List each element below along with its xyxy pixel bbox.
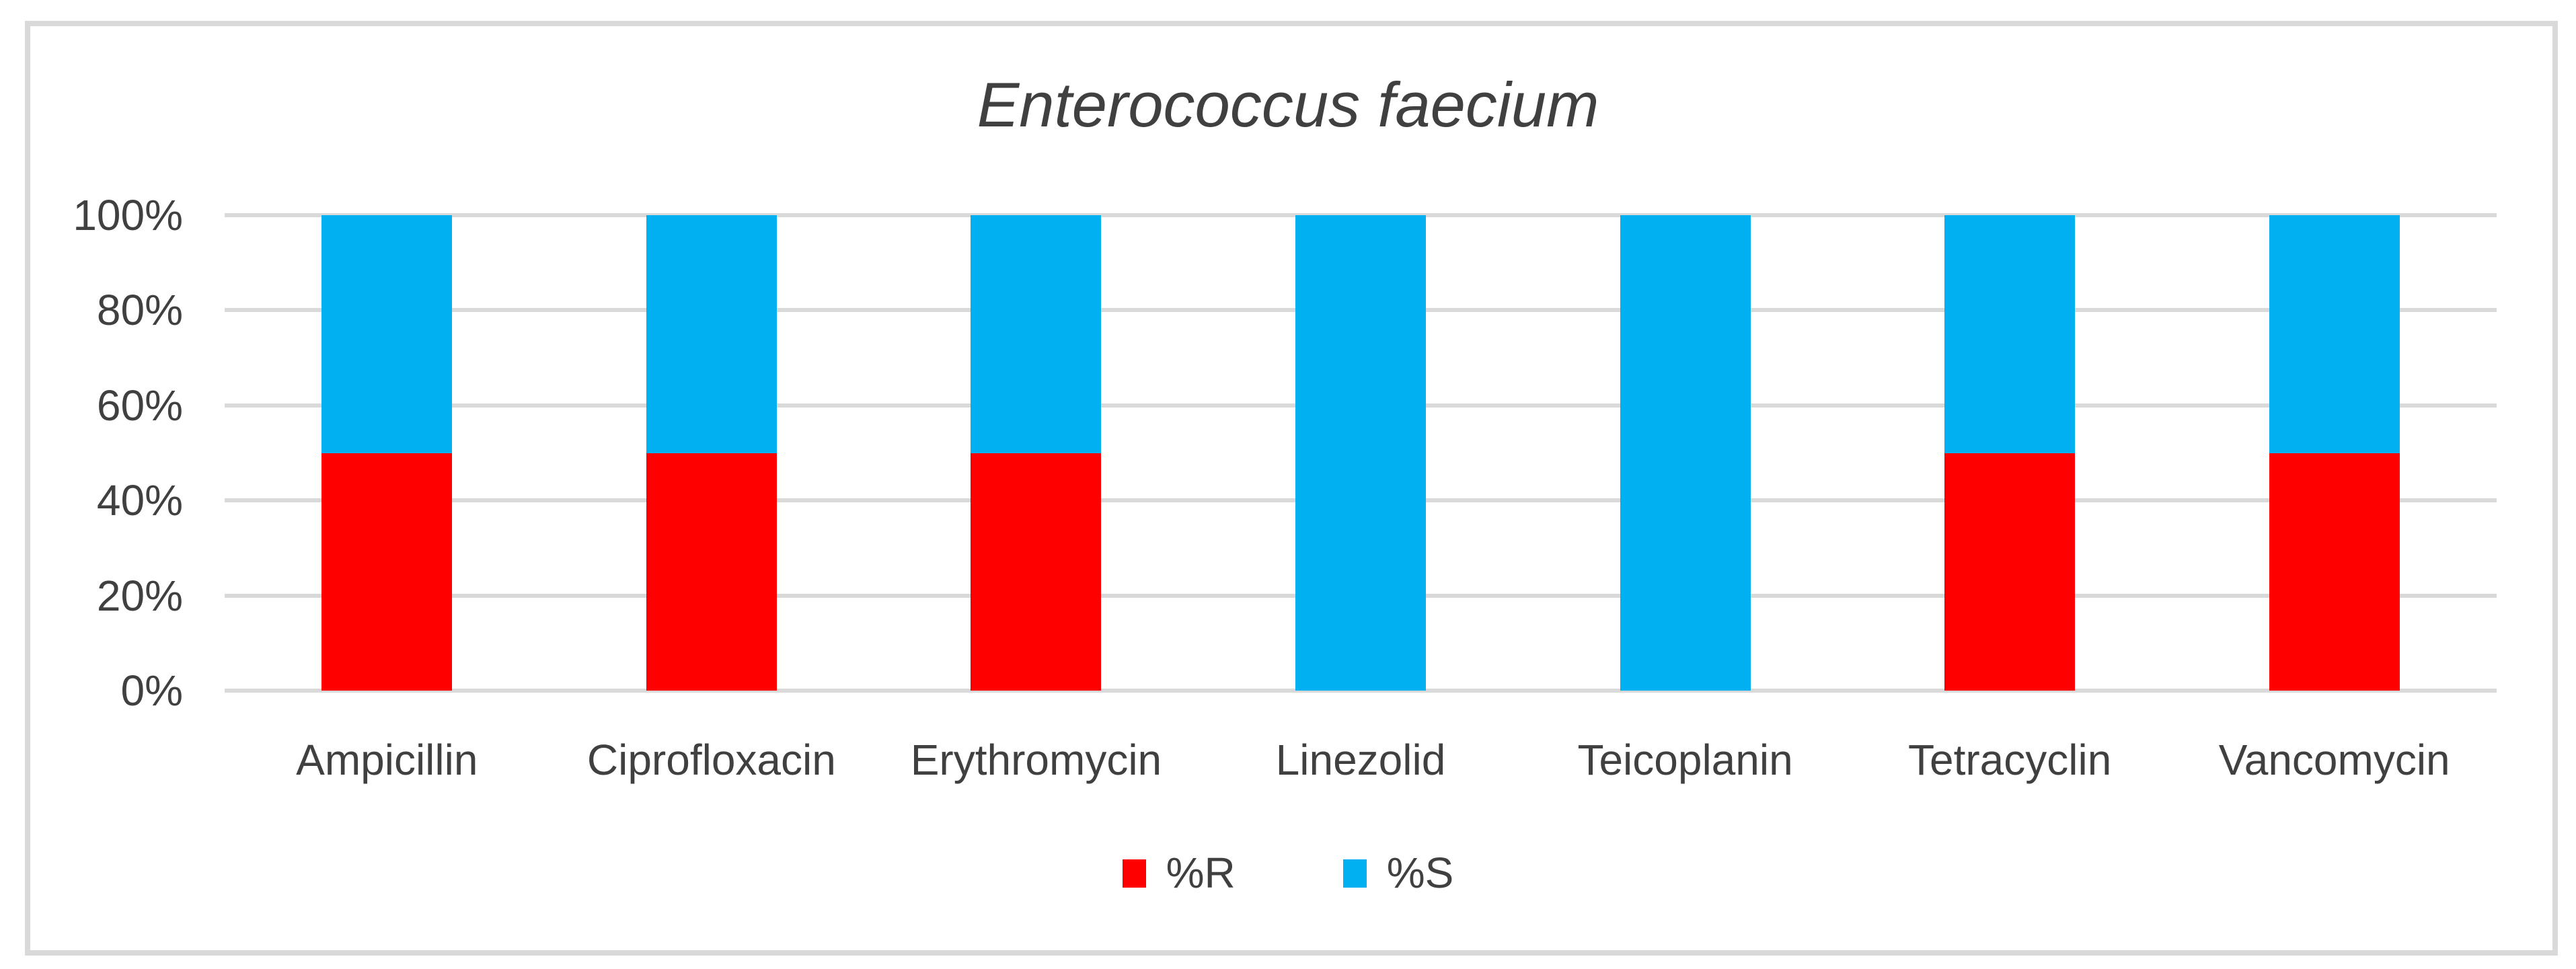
x-axis-label-tetracyclin: Tetracyclin [1907, 736, 2112, 784]
bar-segment-r-vancomycin [2269, 453, 2400, 691]
x-axis-label-teicoplanin: Teicoplanin [1577, 736, 1793, 784]
y-axis-label-40: 40% [96, 476, 183, 525]
x-axis-label-vancomycin: Vancomycin [2218, 736, 2450, 784]
legend-label-s: %S [1386, 849, 1454, 897]
legend-swatch-s [1342, 859, 1367, 888]
bar-segment-s-ciprofloxacin [646, 215, 777, 453]
y-axis-label-0: 0% [120, 666, 184, 715]
gridline-0 [225, 689, 2497, 693]
bar-segment-s-teicoplanin [1620, 215, 1751, 691]
x-axis-label-linezolid: Linezolid [1275, 736, 1446, 784]
legend-item-s: %S [1342, 847, 1454, 899]
bar-segment-r-tetracyclin [1944, 453, 2076, 691]
legend-swatch-r [1122, 859, 1146, 888]
chart-frame-border [25, 21, 2558, 956]
bar-segment-s-ampicillin [321, 215, 453, 453]
bar-group-ciprofloxacin [646, 215, 777, 691]
bar-group-vancomycin [2269, 215, 2400, 691]
x-axis-label-ampicillin: Ampicillin [296, 736, 478, 784]
legend-item-r: %R [1122, 847, 1236, 899]
y-axis-label-20: 20% [96, 571, 183, 620]
bar-group-tetracyclin [1944, 215, 2076, 691]
y-axis-label-60: 60% [96, 381, 183, 430]
bar-segment-s-vancomycin [2269, 215, 2400, 453]
plot-area [225, 213, 2497, 693]
legend-label-r: %R [1166, 849, 1236, 897]
bar-group-linezolid [1295, 215, 1426, 691]
bar-segment-r-ampicillin [321, 453, 453, 691]
legend: %R %S [0, 847, 2576, 899]
bar-group-teicoplanin [1620, 215, 1751, 691]
bar-segment-s-linezolid [1295, 215, 1426, 691]
y-axis-label-100: 100% [73, 191, 183, 239]
bar-segment-r-ciprofloxacin [646, 453, 777, 691]
bar-segment-r-erythromycin [971, 453, 1102, 691]
x-axis-label-erythromycin: Erythromycin [910, 736, 1162, 784]
x-axis-label-ciprofloxacin: Ciprofloxacin [586, 736, 836, 784]
bar-group-erythromycin [971, 215, 1102, 691]
bar-segment-s-erythromycin [971, 215, 1102, 453]
chart-title: Enterococcus faecium [977, 69, 1599, 140]
bar-group-ampicillin [321, 215, 453, 691]
bar-segment-s-tetracyclin [1944, 215, 2076, 453]
y-axis-label-80: 80% [96, 286, 183, 335]
